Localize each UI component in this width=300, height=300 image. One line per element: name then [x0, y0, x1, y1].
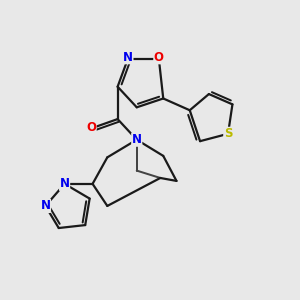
Text: O: O: [86, 122, 96, 134]
Text: O: O: [154, 51, 164, 64]
Text: N: N: [60, 177, 70, 190]
Text: N: N: [123, 51, 133, 64]
Text: N: N: [40, 200, 50, 212]
Text: N: N: [132, 133, 142, 146]
Text: S: S: [224, 127, 232, 140]
